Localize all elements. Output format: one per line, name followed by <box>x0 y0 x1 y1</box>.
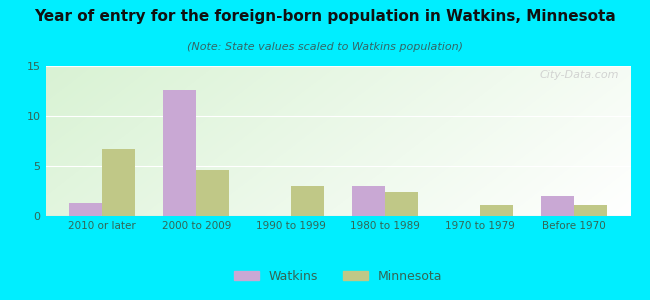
Bar <box>196 170 229 216</box>
Bar <box>163 90 196 216</box>
Bar <box>385 192 418 216</box>
Legend: Watkins, Minnesota: Watkins, Minnesota <box>229 265 447 288</box>
Bar <box>541 196 574 216</box>
Bar <box>574 205 607 216</box>
Text: (Note: State values scaled to Watkins population): (Note: State values scaled to Watkins po… <box>187 42 463 52</box>
Bar <box>102 149 135 216</box>
Text: Year of entry for the foreign-born population in Watkins, Minnesota: Year of entry for the foreign-born popul… <box>34 9 616 24</box>
Bar <box>480 205 513 216</box>
Bar <box>352 186 385 216</box>
Bar <box>291 186 324 216</box>
Bar <box>69 203 102 216</box>
Text: City-Data.com: City-Data.com <box>540 70 619 80</box>
